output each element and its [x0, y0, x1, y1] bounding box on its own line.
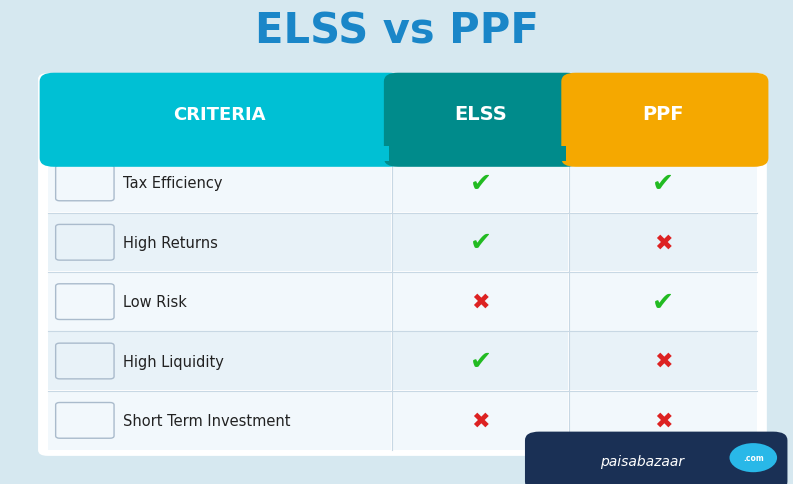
Text: ✔: ✔ — [469, 230, 492, 256]
Text: ✖: ✖ — [654, 351, 672, 371]
FancyBboxPatch shape — [570, 272, 757, 331]
Text: High Liquidity: High Liquidity — [123, 354, 224, 369]
Circle shape — [730, 443, 777, 472]
FancyBboxPatch shape — [56, 166, 114, 201]
Text: ✖: ✖ — [654, 410, 672, 430]
Text: Tax Efficiency: Tax Efficiency — [123, 176, 222, 191]
Text: paisabazaar: paisabazaar — [600, 454, 684, 468]
FancyBboxPatch shape — [56, 344, 114, 379]
FancyBboxPatch shape — [56, 403, 114, 439]
Text: ✔: ✔ — [652, 170, 674, 197]
FancyBboxPatch shape — [525, 432, 787, 484]
Text: PPF: PPF — [642, 105, 684, 124]
FancyBboxPatch shape — [398, 147, 566, 161]
Text: CRITERIA: CRITERIA — [174, 106, 266, 123]
FancyBboxPatch shape — [38, 74, 767, 456]
Text: Low Risk: Low Risk — [123, 295, 187, 309]
FancyBboxPatch shape — [657, 440, 773, 482]
FancyBboxPatch shape — [48, 213, 391, 272]
FancyBboxPatch shape — [570, 332, 757, 391]
Text: ✔: ✔ — [469, 348, 492, 374]
Text: ✖: ✖ — [471, 410, 490, 430]
Text: ELSS vs PPF: ELSS vs PPF — [255, 11, 538, 52]
FancyBboxPatch shape — [570, 391, 757, 450]
Text: ELSS: ELSS — [454, 105, 507, 124]
FancyBboxPatch shape — [561, 74, 768, 167]
FancyBboxPatch shape — [48, 332, 391, 391]
FancyBboxPatch shape — [56, 284, 114, 320]
FancyBboxPatch shape — [393, 272, 569, 331]
Text: ✔: ✔ — [652, 289, 674, 315]
FancyBboxPatch shape — [40, 74, 403, 167]
FancyBboxPatch shape — [384, 74, 580, 167]
FancyBboxPatch shape — [570, 154, 757, 212]
FancyBboxPatch shape — [393, 213, 569, 272]
FancyBboxPatch shape — [570, 213, 757, 272]
FancyBboxPatch shape — [48, 154, 391, 212]
FancyBboxPatch shape — [393, 332, 569, 391]
Text: ✔: ✔ — [469, 170, 492, 197]
FancyBboxPatch shape — [56, 225, 114, 260]
Text: ✖: ✖ — [654, 233, 672, 253]
FancyBboxPatch shape — [54, 147, 389, 161]
FancyBboxPatch shape — [393, 154, 569, 212]
Text: Short Term Investment: Short Term Investment — [123, 413, 290, 428]
Text: ✖: ✖ — [471, 292, 490, 312]
FancyBboxPatch shape — [576, 147, 754, 161]
FancyBboxPatch shape — [48, 272, 391, 331]
Text: .com: .com — [743, 453, 764, 462]
FancyBboxPatch shape — [393, 391, 569, 450]
FancyBboxPatch shape — [48, 391, 391, 450]
Text: High Returns: High Returns — [123, 235, 218, 250]
